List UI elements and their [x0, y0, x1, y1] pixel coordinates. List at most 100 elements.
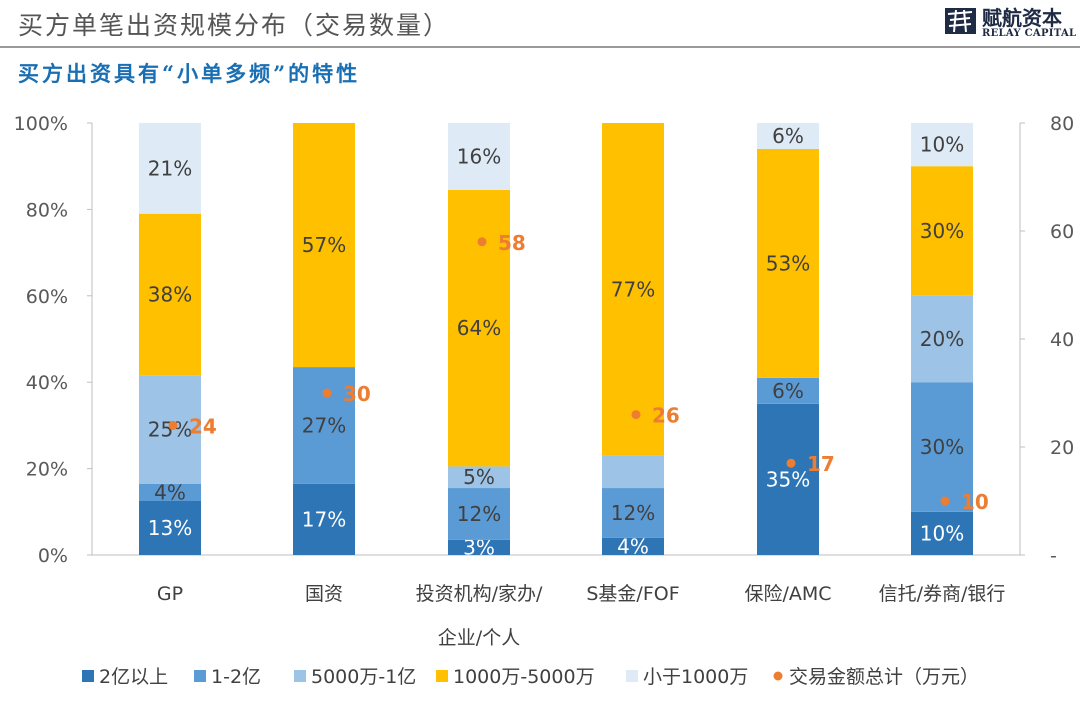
y-left-tick-label: 100%: [14, 113, 68, 135]
category-label: GP: [157, 583, 183, 605]
bar-segment: [602, 537, 664, 555]
total-amount-marker: [631, 410, 641, 420]
total-amount-label: 58: [498, 231, 526, 255]
header-divider: [0, 46, 1080, 48]
legend-label: 小于1000万: [643, 666, 748, 688]
total-amount-marker: [477, 237, 487, 247]
bar-segment: [757, 403, 819, 555]
page-title: 买方单笔出资规模分布（交易数量）: [18, 11, 451, 40]
total-amount-label: 24: [189, 414, 217, 438]
bar-segment-label: 77%: [611, 277, 655, 301]
y-left-tick-label: 20%: [26, 459, 68, 481]
bar-segment-label: 10%: [920, 521, 964, 545]
bar-segment: [139, 375, 201, 484]
total-amount-label: 30: [343, 382, 371, 406]
bar-segment: [139, 123, 201, 214]
bar-segment: [139, 483, 201, 501]
logo: 赋航资本 RELAY CAPITAL: [944, 2, 1080, 42]
category-label: 企业/个人: [438, 627, 520, 649]
category-label: 保险/AMC: [744, 583, 831, 605]
total-amount-label: 10: [961, 490, 989, 514]
bar-segment: [448, 488, 510, 540]
bar-segment-label: 20%: [920, 327, 964, 351]
total-amount-marker: [168, 420, 178, 430]
bar-segment-label: 4%: [617, 534, 649, 558]
logo-chinese-name: 赋航资本: [982, 6, 1062, 30]
bar-segment: [293, 123, 355, 368]
bar-segment-label: 64%: [457, 316, 501, 340]
bar-segment: [448, 189, 510, 467]
y-right-tick-label: 80: [1050, 113, 1074, 135]
bar-segment: [757, 148, 819, 378]
total-amount-marker: [940, 496, 950, 506]
bar-segment: [602, 123, 664, 456]
bar-segment: [911, 295, 973, 383]
bar-segment: [757, 123, 819, 149]
y-right-tick-label: 20: [1050, 437, 1074, 459]
category-label: 投资机构/家办/: [416, 583, 543, 605]
legend-swatch: [436, 670, 448, 682]
bar-segment: [139, 213, 201, 376]
bar-segment: [911, 382, 973, 512]
y-left-tick-label: 0%: [38, 545, 68, 567]
total-amount-marker: [322, 388, 332, 398]
subtitle: 买方出资具有“小单多频”的特性: [18, 61, 361, 86]
bar-segment-label: 27%: [302, 413, 346, 437]
bar-segment-label: 35%: [766, 467, 810, 491]
header: 买方单笔出资规模分布（交易数量） 赋航资本 RELAY CAPITAL: [0, 0, 1080, 50]
bar-segment: [448, 539, 510, 555]
legend-label: 2亿以上: [99, 666, 168, 688]
bar-segment-label: 57%: [302, 233, 346, 257]
y-left-tick-label: 80%: [26, 199, 68, 221]
bar-segment-label: 4%: [154, 480, 186, 504]
legend-label: 交易金额总计（万元）: [789, 666, 979, 688]
bar-segment-label: 13%: [148, 516, 192, 540]
y-right-tick-label: 40: [1050, 329, 1074, 351]
bar-segment: [448, 466, 510, 489]
legend-swatch: [294, 670, 306, 682]
bar-segment-label: 38%: [148, 283, 192, 307]
category-label: 信托/券商/银行: [879, 583, 1006, 605]
y-right-tick-label: 60: [1050, 221, 1074, 243]
bar-segment-label: 21%: [148, 156, 192, 180]
bar-segment-label: 30%: [920, 219, 964, 243]
legend-label: 5000万-1亿: [311, 666, 416, 688]
bar-segment-label: 16%: [457, 144, 501, 168]
bar-segment: [602, 455, 664, 489]
total-amount-marker: [786, 458, 796, 468]
total-amount-label: 17: [807, 452, 835, 476]
legend-swatch: [626, 670, 638, 682]
bar-segment-label: 6%: [772, 379, 804, 403]
legend-swatch: [194, 670, 206, 682]
logo-english-name: RELAY CAPITAL: [982, 28, 1077, 39]
bar-segment-label: 17%: [302, 507, 346, 531]
bar-segment-label: 25%: [148, 418, 192, 442]
bar-segment: [757, 377, 819, 404]
bar-segment-label: 12%: [611, 501, 655, 525]
category-label: 国资: [305, 583, 343, 605]
legend-label: 1000万-5000万: [453, 666, 595, 688]
bar-segment-label: 30%: [920, 435, 964, 459]
bar-segment: [911, 511, 973, 555]
bar-segment: [293, 367, 355, 484]
bar-segment-label: 5%: [463, 465, 495, 489]
bar-segment-label: 12%: [457, 502, 501, 526]
bar-segment-label: 6%: [772, 124, 804, 148]
bar-segment: [139, 501, 201, 555]
legend-marker: [773, 671, 783, 681]
bar-segment: [293, 483, 355, 555]
legend-label: 1-2亿: [211, 666, 261, 688]
bar-segment: [602, 488, 664, 538]
y-left-tick-label: 60%: [26, 286, 68, 308]
logo-icon: [945, 8, 976, 34]
y-left-tick-label: 40%: [26, 372, 68, 394]
bar-segment: [911, 123, 973, 167]
bar-segment-label: 10%: [920, 133, 964, 157]
total-amount-label: 26: [652, 404, 680, 428]
y-right-tick-label: -: [1050, 545, 1057, 567]
bar-segment: [911, 166, 973, 296]
bar-segment: [448, 123, 510, 190]
legend-swatch: [82, 670, 94, 682]
category-label: S基金/FOF: [586, 583, 679, 605]
